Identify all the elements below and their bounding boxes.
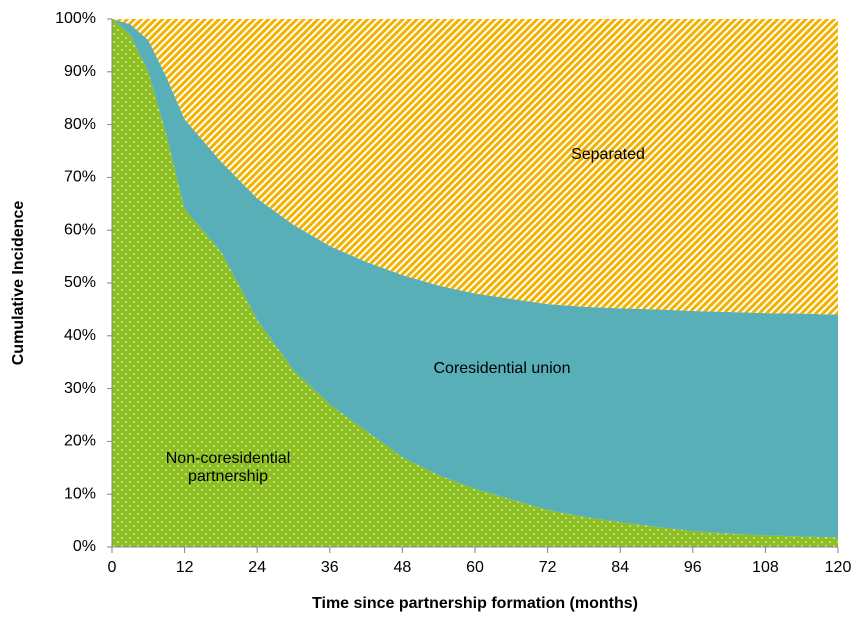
y-tick-label: 60% — [64, 221, 96, 238]
x-tick-label: 0 — [108, 559, 117, 576]
x-tick-label: 12 — [176, 559, 194, 576]
x-tick-label: 48 — [394, 559, 412, 576]
x-tick-label: 36 — [321, 559, 339, 576]
y-axis-title: Cumulative Incidence — [10, 201, 27, 366]
y-tick-label: 30% — [64, 380, 96, 397]
series-label: Coresidential union — [433, 360, 571, 377]
area — [112, 19, 838, 547]
x-tick-label: 108 — [752, 559, 779, 576]
y-tick-label: 20% — [64, 433, 96, 450]
x-tick-label: 60 — [466, 559, 484, 576]
y-tick-label: 100% — [55, 10, 96, 27]
series-label: Separated — [571, 146, 645, 163]
area — [112, 19, 838, 538]
y-tick-label: 40% — [64, 327, 96, 344]
x-tick-label: 84 — [611, 559, 629, 576]
y-tick-label: 0% — [73, 538, 96, 555]
y-tick-label: 90% — [64, 63, 96, 80]
y-tick-label: 80% — [64, 116, 96, 133]
area — [112, 19, 838, 315]
x-axis-title: Time since partnership formation (months… — [312, 595, 638, 612]
x-tick-label: 96 — [684, 559, 702, 576]
series-label: Non-coresidential partnership — [165, 450, 291, 485]
y-tick-label: 70% — [64, 169, 96, 186]
y-tick-label: 10% — [64, 485, 96, 502]
y-tick-label: 50% — [64, 274, 96, 291]
x-tick-label: 72 — [539, 559, 557, 576]
x-tick-label: 120 — [825, 559, 852, 576]
x-tick-label: 24 — [248, 559, 266, 576]
